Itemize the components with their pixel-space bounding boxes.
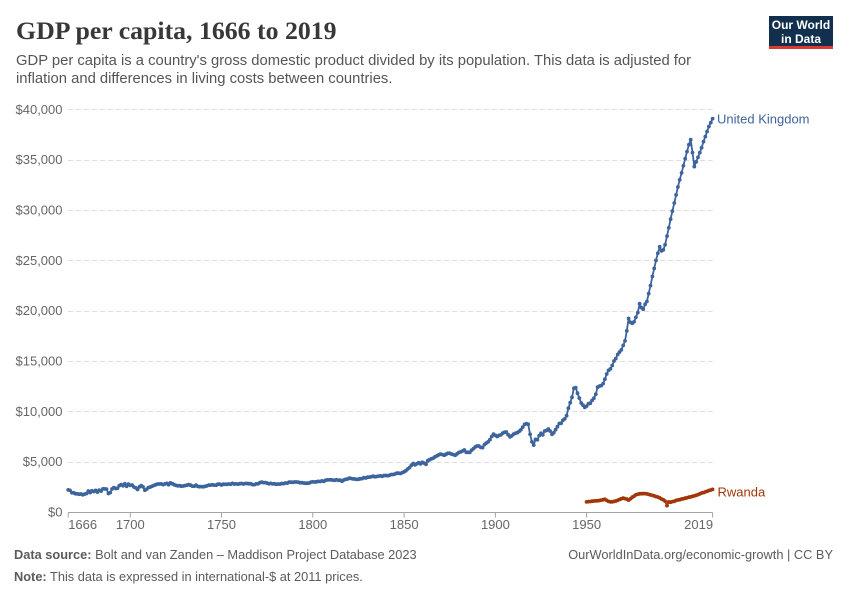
svg-text:$5,000: $5,000 bbox=[23, 454, 63, 469]
svg-text:$10,000: $10,000 bbox=[16, 404, 63, 419]
svg-text:United Kingdom: United Kingdom bbox=[717, 112, 810, 127]
svg-text:1850: 1850 bbox=[390, 517, 419, 532]
svg-text:1700: 1700 bbox=[116, 517, 145, 532]
svg-text:1666: 1666 bbox=[68, 517, 97, 532]
svg-text:1900: 1900 bbox=[481, 517, 510, 532]
svg-text:$0: $0 bbox=[48, 505, 62, 520]
svg-text:1750: 1750 bbox=[207, 517, 236, 532]
svg-text:$20,000: $20,000 bbox=[16, 303, 63, 318]
svg-text:1950: 1950 bbox=[572, 517, 601, 532]
svg-text:$40,000: $40,000 bbox=[16, 102, 63, 117]
svg-text:$15,000: $15,000 bbox=[16, 354, 63, 369]
svg-text:$30,000: $30,000 bbox=[16, 203, 63, 218]
svg-text:Rwanda: Rwanda bbox=[718, 485, 766, 500]
svg-text:$25,000: $25,000 bbox=[16, 253, 63, 268]
svg-text:$35,000: $35,000 bbox=[16, 152, 63, 167]
svg-text:1800: 1800 bbox=[298, 517, 327, 532]
svg-text:2019: 2019 bbox=[684, 517, 713, 532]
